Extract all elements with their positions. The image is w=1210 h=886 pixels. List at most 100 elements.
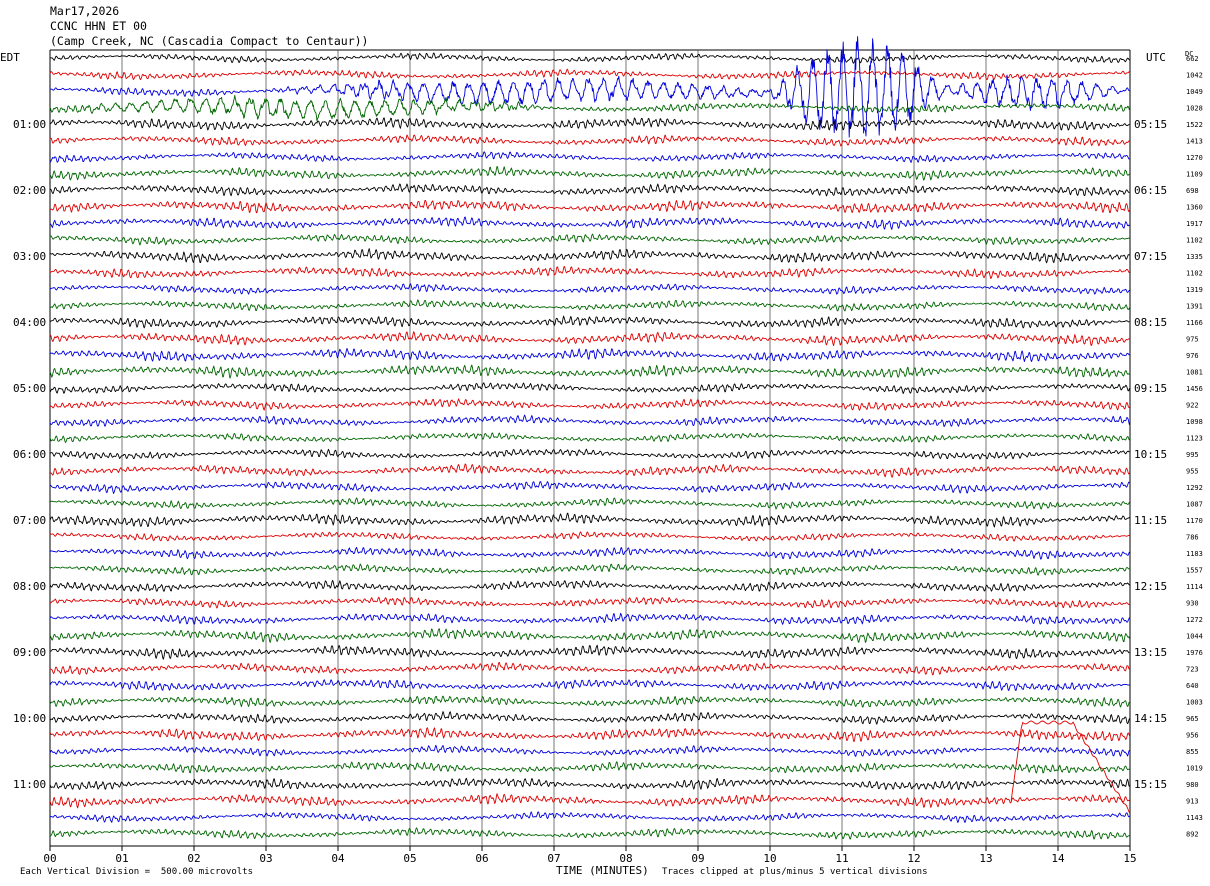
utc-hour-label: 14:15: [1134, 712, 1167, 725]
seismic-trace-35: [49, 628, 1130, 643]
seismic-trace-29: [50, 531, 1130, 542]
seismic-trace-27: [49, 497, 1130, 510]
x-tick-label: 05: [403, 852, 416, 865]
dc-offset-label: 930: [1186, 600, 1199, 608]
x-axis-title: TIME (MINUTES): [556, 864, 649, 877]
x-tick-label: 03: [259, 852, 272, 865]
edt-hour-label: 05:00: [13, 382, 46, 395]
dc-offset-label: 1028: [1186, 105, 1203, 113]
seismic-trace-6: [49, 151, 1130, 163]
edt-hour-label: 03:00: [13, 250, 46, 263]
dc-offset-label: 980: [1186, 781, 1199, 789]
x-tick-label: 12: [907, 852, 920, 865]
dc-offset-label: 955: [1186, 468, 1199, 476]
dc-offset-label: 855: [1186, 748, 1199, 756]
dc-offset-label: 1019: [1186, 765, 1203, 773]
dc-offset-label: 1098: [1186, 418, 1203, 426]
edt-hour-label: 10:00: [13, 712, 46, 725]
x-tick-label: 01: [115, 852, 128, 865]
seismic-trace-44: [49, 777, 1130, 790]
x-tick-label: 08: [619, 852, 632, 865]
seismic-trace-36: [49, 644, 1130, 660]
seismic-trace-16: [49, 315, 1130, 329]
x-tick-label: 11: [835, 852, 848, 865]
seismic-trace-3: [49, 94, 1130, 122]
x-tick-label: 10: [763, 852, 776, 865]
seismic-trace-23: [49, 432, 1130, 444]
seismic-trace-2: [49, 36, 1130, 138]
chart-date: Mar17,2026: [50, 4, 120, 18]
utc-hour-label: 10:15: [1134, 448, 1167, 461]
dc-offset-label: 662: [1186, 55, 1199, 63]
dc-offset-label: 995: [1186, 451, 1199, 459]
seismic-trace-47: [49, 827, 1130, 840]
seismic-trace-21: [49, 398, 1130, 411]
footer-clip-note: Traces clipped at plus/minus 5 vertical …: [662, 867, 928, 877]
dc-offset-label: 922: [1186, 402, 1199, 410]
seismic-traces: [49, 36, 1130, 840]
dc-offset-label: 640: [1186, 682, 1199, 690]
seismic-trace-39: [49, 695, 1130, 708]
seismic-trace-32: [49, 579, 1130, 592]
x-tick-label: 09: [691, 852, 704, 865]
seismic-trace-10: [49, 216, 1130, 230]
left-timezone-label: EDT: [0, 51, 20, 64]
dc-offset-label: 1087: [1186, 501, 1203, 509]
dc-offset-label: 1114: [1186, 583, 1203, 591]
edt-hour-label: 07:00: [13, 514, 46, 527]
utc-hour-label: 09:15: [1134, 382, 1167, 395]
seismic-trace-20: [49, 382, 1130, 394]
dc-offset-label: 1319: [1186, 286, 1203, 294]
trace-drift-excursion: [1010, 720, 1130, 813]
x-tick-label: 15: [1123, 852, 1136, 865]
dc-offset-label: 1081: [1186, 369, 1203, 377]
dc-offset-label: 1456: [1186, 385, 1203, 393]
time-grid: [49, 49, 1131, 851]
dc-offset-label: 1102: [1186, 270, 1203, 278]
seismic-trace-22: [49, 414, 1130, 427]
seismic-trace-31: [50, 563, 1130, 576]
edt-hour-label: 11:00: [13, 778, 46, 791]
seismic-trace-15: [49, 299, 1130, 312]
utc-hour-label: 07:15: [1134, 250, 1167, 263]
dc-offset-label: 975: [1186, 336, 1199, 344]
dc-offset-label: 698: [1186, 187, 1199, 195]
dc-offset-label: 1183: [1186, 550, 1203, 558]
dc-offset-label: 786: [1186, 534, 1199, 542]
dc-offset-label: 1272: [1186, 616, 1203, 624]
edt-hour-label: 02:00: [13, 184, 46, 197]
seismic-trace-41: [49, 727, 1130, 743]
seismic-trace-12: [50, 248, 1130, 264]
seismic-trace-4: [49, 117, 1130, 131]
dc-offset-label: 1102: [1186, 237, 1203, 245]
seismic-trace-28: [49, 512, 1130, 528]
seismic-trace-9: [49, 199, 1130, 214]
dc-offset-label: 1003: [1186, 699, 1203, 707]
x-tick-label: 06: [475, 852, 488, 865]
seismic-trace-46: [50, 811, 1130, 823]
seismic-trace-0: [49, 52, 1130, 64]
dc-offset-label: 1413: [1186, 138, 1203, 146]
utc-hour-label: 12:15: [1134, 580, 1167, 593]
seismic-trace-11: [49, 233, 1130, 246]
dc-offset-label: 1976: [1186, 649, 1203, 657]
edt-hour-label: 01:00: [13, 118, 46, 131]
dc-header-label: DC: [1185, 50, 1193, 58]
seismic-trace-8: [49, 183, 1130, 197]
edt-hour-label: 09:00: [13, 646, 46, 659]
utc-hour-label: 06:15: [1134, 184, 1167, 197]
seismic-trace-18: [49, 347, 1130, 362]
dc-offset-label: 1360: [1186, 204, 1203, 212]
x-tick-label: 04: [331, 852, 345, 865]
dc-offset-label: 1292: [1186, 484, 1203, 492]
dc-offset-label: 913: [1186, 798, 1199, 806]
seismic-trace-17: [49, 331, 1130, 347]
seismic-trace-43: [49, 761, 1130, 774]
seismic-trace-30: [49, 546, 1130, 560]
utc-hour-label: 05:15: [1134, 118, 1167, 131]
chart-station-location: (Camp Creek, NC (Cascadia Compact to Cen…: [50, 34, 369, 48]
utc-hour-label: 13:15: [1134, 646, 1167, 659]
dc-offset-label: 1044: [1186, 633, 1203, 641]
dc-offset-label: 1391: [1186, 303, 1203, 311]
